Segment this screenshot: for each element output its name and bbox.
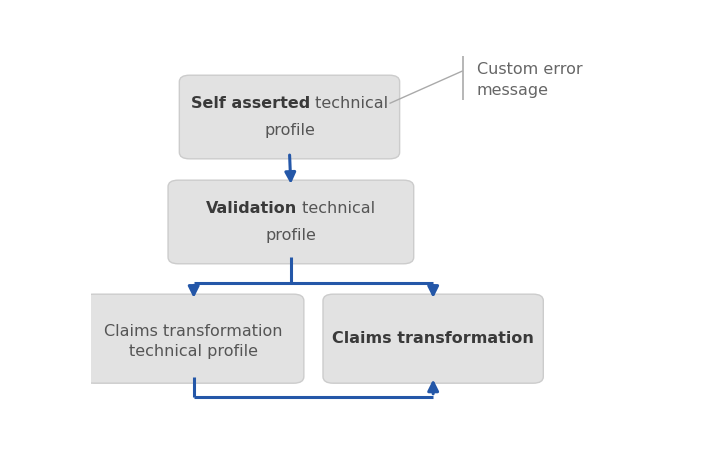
Text: Validation: Validation: [206, 201, 297, 216]
FancyBboxPatch shape: [180, 75, 400, 159]
Text: technical: technical: [297, 201, 376, 216]
FancyBboxPatch shape: [323, 294, 543, 383]
Text: profile: profile: [264, 123, 315, 138]
Text: Self asserted: Self asserted: [190, 96, 310, 111]
Text: Claims transformation: Claims transformation: [105, 324, 283, 339]
Text: profile: profile: [265, 228, 316, 243]
Text: Claims transformation: Claims transformation: [332, 331, 534, 346]
Text: technical profile: technical profile: [129, 344, 258, 359]
Text: Custom error
message: Custom error message: [477, 62, 582, 98]
FancyBboxPatch shape: [168, 180, 414, 264]
Text: technical: technical: [310, 96, 388, 111]
FancyBboxPatch shape: [84, 294, 304, 383]
